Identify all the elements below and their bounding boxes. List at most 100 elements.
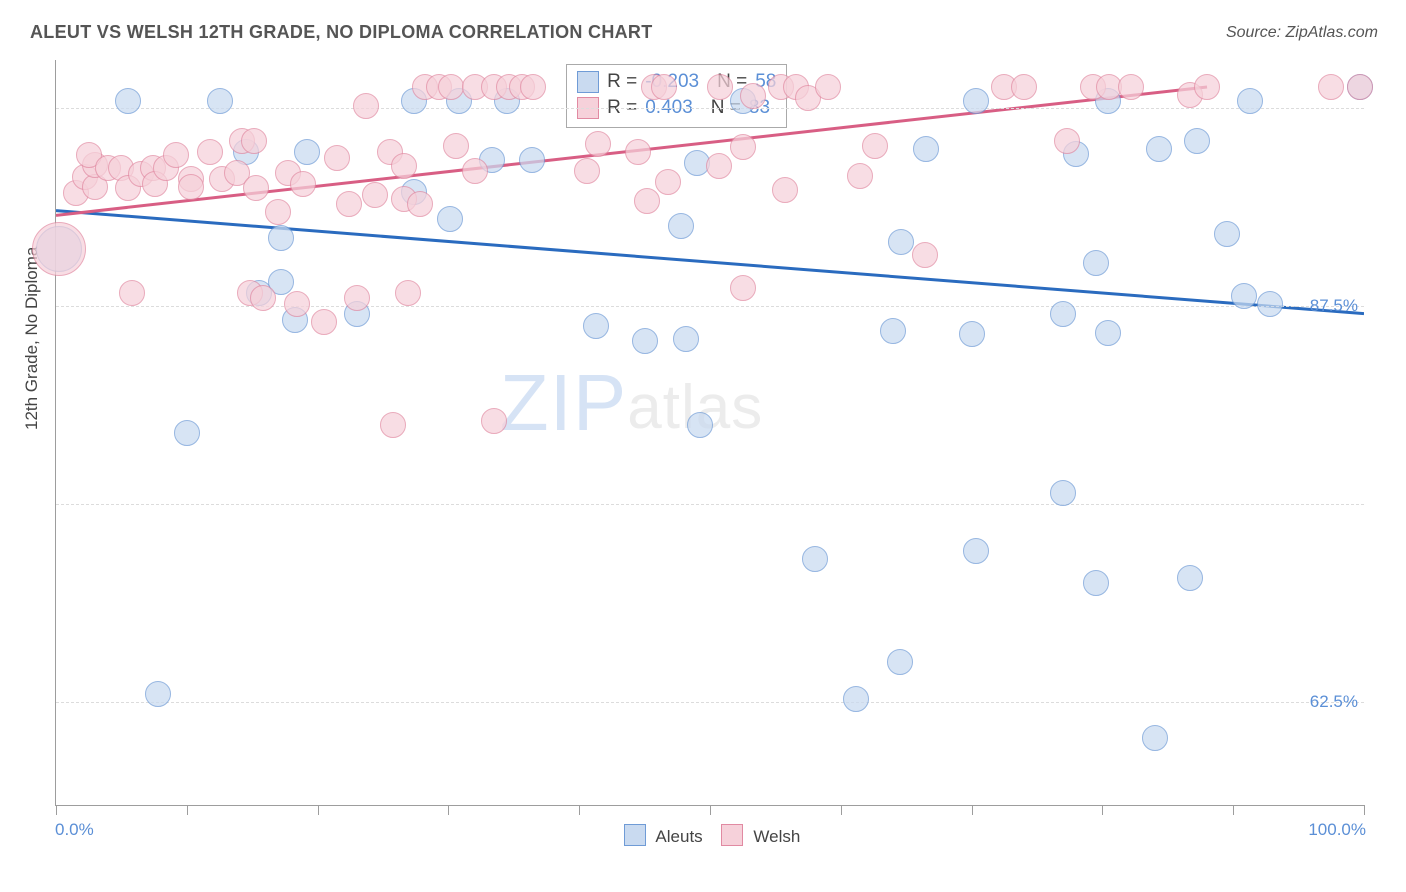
data-point — [730, 275, 756, 301]
data-point — [197, 139, 223, 165]
data-point — [1347, 74, 1373, 100]
gridline — [56, 504, 1364, 505]
x-tick — [1233, 805, 1234, 815]
data-point — [174, 420, 200, 446]
legend-label: Welsh — [749, 827, 801, 846]
data-point — [380, 412, 406, 438]
data-point — [115, 88, 141, 114]
data-point — [1214, 221, 1240, 247]
data-point — [163, 142, 189, 168]
source-label: Source: ZipAtlas.com — [1226, 24, 1378, 42]
data-point — [880, 318, 906, 344]
data-point — [407, 191, 433, 217]
data-point — [1194, 74, 1220, 100]
data-point — [443, 133, 469, 159]
y-tick-label: 62.5% — [1310, 692, 1358, 712]
data-point — [730, 134, 756, 160]
data-point — [802, 546, 828, 572]
data-point — [1083, 570, 1109, 596]
data-point — [1146, 136, 1172, 162]
data-point — [1083, 250, 1109, 276]
data-point — [651, 74, 677, 100]
data-point — [740, 83, 766, 109]
data-point — [913, 136, 939, 162]
data-point — [32, 222, 86, 276]
data-point — [243, 175, 269, 201]
data-point — [1095, 320, 1121, 346]
data-point — [462, 158, 488, 184]
data-point — [862, 133, 888, 159]
plot-area: ZIPatlas R =-0.203N =58R = 0.403N =83 62… — [55, 60, 1364, 806]
data-point — [395, 280, 421, 306]
data-point — [634, 188, 660, 214]
data-point — [574, 158, 600, 184]
data-point — [119, 280, 145, 306]
data-point — [311, 309, 337, 335]
legend-swatch — [624, 824, 646, 846]
data-point — [250, 285, 276, 311]
data-point — [1011, 74, 1037, 100]
data-point — [912, 242, 938, 268]
data-point — [668, 213, 694, 239]
data-point — [336, 191, 362, 217]
data-point — [887, 649, 913, 675]
data-point — [265, 199, 291, 225]
data-point — [673, 326, 699, 352]
data-point — [362, 182, 388, 208]
x-tick — [972, 805, 973, 815]
data-point — [294, 139, 320, 165]
x-tick — [1102, 805, 1103, 815]
x-tick — [187, 805, 188, 815]
data-point — [178, 174, 204, 200]
x-tick — [841, 805, 842, 815]
gridline — [56, 108, 1364, 109]
gridline — [56, 702, 1364, 703]
data-point — [353, 93, 379, 119]
legend-label: Aleuts — [652, 827, 703, 846]
data-point — [707, 74, 733, 100]
legend-r-label: R = — [607, 69, 637, 95]
data-point — [241, 128, 267, 154]
x-tick — [1364, 805, 1365, 815]
data-point — [290, 171, 316, 197]
data-point — [1177, 565, 1203, 591]
chart-title: ALEUT VS WELSH 12TH GRADE, NO DIPLOMA CO… — [30, 22, 653, 43]
data-point — [1054, 128, 1080, 154]
bottom-legend: Aleuts Welsh — [0, 820, 1406, 847]
data-point — [843, 686, 869, 712]
data-point — [1050, 480, 1076, 506]
data-point — [1318, 74, 1344, 100]
data-point — [437, 206, 463, 232]
data-point — [655, 169, 681, 195]
data-point — [888, 229, 914, 255]
data-point — [583, 313, 609, 339]
data-point — [1257, 291, 1283, 317]
data-point — [145, 681, 171, 707]
data-point — [687, 412, 713, 438]
data-point — [481, 408, 507, 434]
data-point — [519, 147, 545, 173]
data-point — [632, 328, 658, 354]
data-point — [815, 74, 841, 100]
data-point — [772, 177, 798, 203]
watermark: ZIPatlas — [500, 357, 763, 449]
watermark-zip: ZIP — [500, 358, 627, 447]
x-tick — [710, 805, 711, 815]
y-axis-label: 12th Grade, No Diploma — [22, 247, 42, 430]
data-point — [963, 538, 989, 564]
data-point — [324, 145, 350, 171]
source-prefix: Source: — [1226, 24, 1286, 41]
data-point — [391, 153, 417, 179]
data-point — [1118, 74, 1144, 100]
data-point — [1237, 88, 1263, 114]
data-point — [585, 131, 611, 157]
data-point — [344, 285, 370, 311]
data-point — [438, 74, 464, 100]
data-point — [959, 321, 985, 347]
x-tick — [448, 805, 449, 815]
data-point — [625, 139, 651, 165]
data-point — [847, 163, 873, 189]
x-tick — [56, 805, 57, 815]
x-tick — [579, 805, 580, 815]
data-point — [963, 88, 989, 114]
